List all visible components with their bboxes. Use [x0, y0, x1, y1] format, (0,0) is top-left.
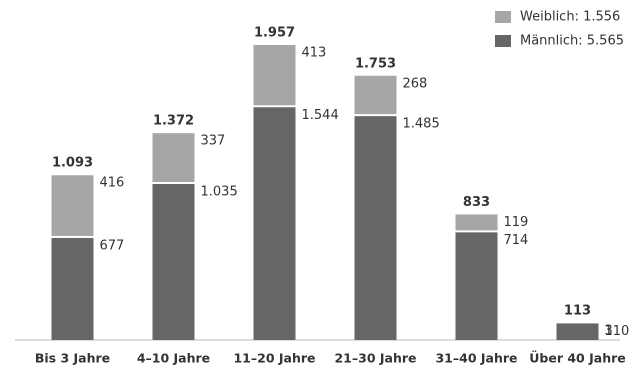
bar-segment [556, 323, 599, 340]
value-label: 714 [504, 233, 529, 248]
value-label: 3 [605, 323, 613, 338]
bar-segment [253, 107, 296, 340]
legend-label: Männlich: 5.565 [520, 34, 624, 49]
value-label: 413 [302, 46, 327, 61]
legend-swatch [495, 11, 511, 23]
value-label: 337 [201, 134, 226, 149]
total-label: 1.093 [52, 156, 93, 171]
x-tick-label: Über 40 Jahre [529, 351, 625, 366]
x-tick-label: 4–10 Jahre [137, 351, 210, 366]
bar-segment [455, 232, 498, 340]
legend-swatch [495, 35, 511, 47]
bar-segment [152, 133, 195, 182]
value-label: 677 [100, 238, 125, 253]
bar-segment [354, 116, 397, 340]
bar-segment [253, 45, 296, 106]
value-label: 119 [504, 215, 529, 230]
x-tick-label: 31–40 Jahre [435, 351, 517, 366]
bar-segment [51, 175, 94, 236]
value-label: 1.035 [201, 184, 238, 199]
total-label: 113 [564, 303, 591, 318]
bar-segment [51, 237, 94, 340]
total-label: 833 [463, 195, 490, 210]
value-label: 1.544 [302, 108, 339, 123]
value-label: 268 [403, 76, 428, 91]
value-label: 1.485 [403, 117, 440, 132]
value-label: 416 [100, 176, 125, 191]
x-tick-label: 21–30 Jahre [334, 351, 416, 366]
total-label: 1.753 [355, 56, 396, 71]
value-label: 110 [605, 324, 630, 339]
bar-segment [455, 214, 498, 231]
bar-segment [354, 75, 397, 115]
total-label: 1.372 [153, 114, 194, 129]
legend-label: Weiblich: 1.556 [520, 10, 620, 25]
total-label: 1.957 [254, 26, 295, 41]
bar-segment [152, 183, 195, 340]
x-tick-label: Bis 3 Jahre [35, 351, 110, 366]
x-tick-label: 11–20 Jahre [233, 351, 315, 366]
